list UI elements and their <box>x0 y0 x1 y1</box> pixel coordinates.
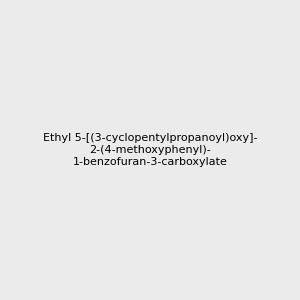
Text: Ethyl 5-[(3-cyclopentylpropanoyl)oxy]-
2-(4-methoxyphenyl)-
1-benzofuran-3-carbo: Ethyl 5-[(3-cyclopentylpropanoyl)oxy]- 2… <box>43 134 257 166</box>
